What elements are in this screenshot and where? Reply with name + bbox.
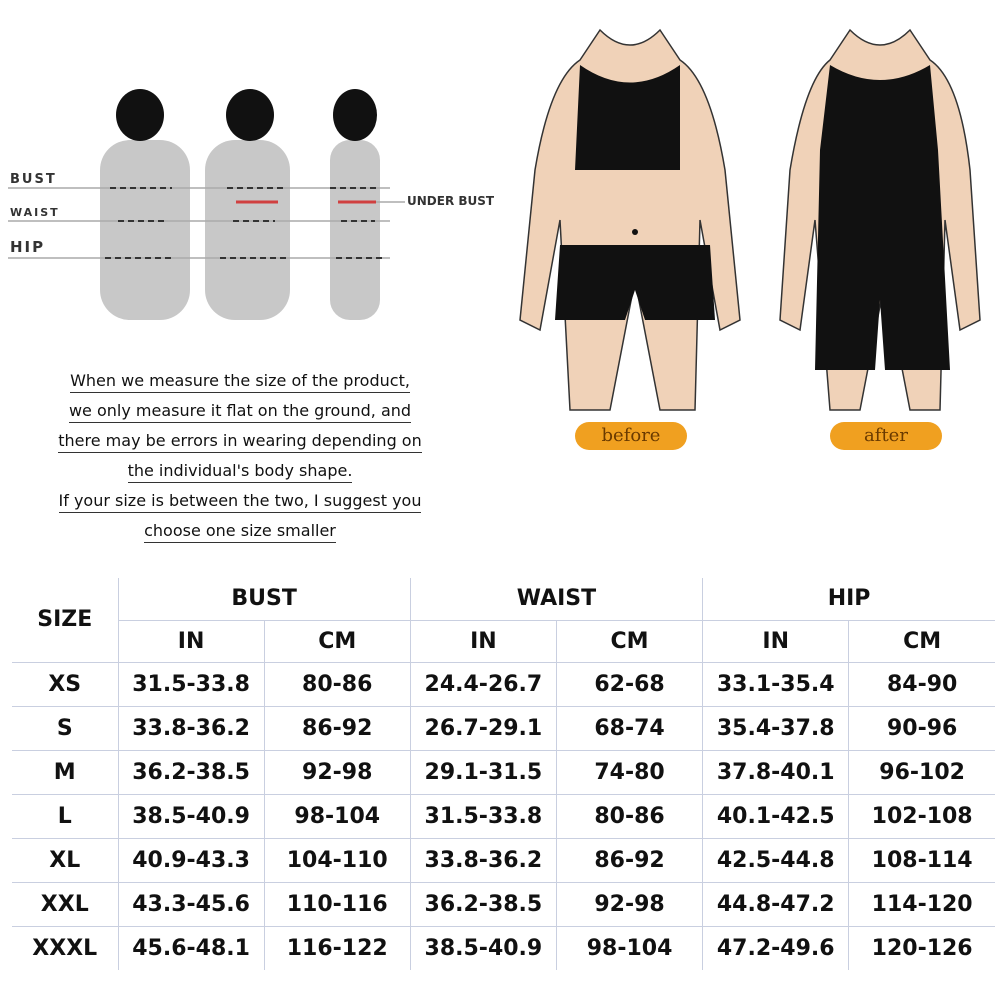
group-header: WAIST [409, 578, 704, 621]
value-cell: 96-102 [848, 749, 995, 795]
value-cell: 38.5-40.9 [409, 925, 557, 970]
value-cell: 104-110 [263, 837, 411, 883]
bust-label: BUST [10, 172, 57, 187]
value-cell: 98-104 [263, 793, 411, 839]
value-cell: 114-120 [848, 881, 995, 927]
value-cell: 80-86 [555, 793, 704, 839]
table-row: XXXL 45.6-48.1 116-122 38.5-40.9 98-104 47.2-… [12, 925, 995, 970]
value-cell: 102-108 [848, 793, 995, 839]
value-cell: 47.2-49.6 [702, 925, 850, 970]
value-cell: 26.7-29.1 [409, 705, 557, 751]
value-cell: 31.5-33.8 [117, 661, 265, 707]
size-cell: L [12, 793, 119, 839]
table-row: XL 40.9-43.3 104-110 33.8-36.2 86-92 42.5-44.… [12, 837, 995, 883]
group-header: HIP [702, 578, 995, 621]
size-cell: XXL [12, 881, 119, 927]
value-cell: 92-98 [263, 749, 411, 795]
value-cell: 92-98 [555, 881, 704, 927]
value-cell: 35.4-37.8 [702, 705, 850, 751]
size-header: SIZE [12, 578, 119, 663]
value-cell: 86-92 [555, 837, 704, 883]
value-cell: 43.3-45.6 [117, 881, 265, 927]
note-line: there may be errors in wearing depending… [58, 430, 422, 453]
unit-header: IN [409, 619, 557, 663]
value-cell: 33.8-36.2 [409, 837, 557, 883]
unit-header: IN [702, 619, 850, 663]
group-header: BUST [117, 578, 411, 621]
value-cell: 108-114 [848, 837, 995, 883]
size-cell: XS [12, 661, 119, 707]
after-badge: after [830, 422, 942, 450]
value-cell: 84-90 [848, 661, 995, 707]
value-cell: 110-116 [263, 881, 411, 927]
value-cell: 33.1-35.4 [702, 661, 850, 707]
waist-label: WAIST [10, 206, 60, 219]
value-cell: 36.2-38.5 [117, 749, 265, 795]
size-cell: XXXL [12, 925, 119, 970]
before-badge: before [575, 422, 687, 450]
unit-header: CM [263, 619, 411, 663]
value-cell: 116-122 [263, 925, 411, 970]
note-line: the individual's body shape. [127, 460, 353, 483]
hip-label: HIP [10, 238, 46, 256]
size-cell: M [12, 749, 119, 795]
table-row: M 36.2-38.5 92-98 29.1-31.5 74-80 37.8-40.1 96… [12, 749, 995, 795]
size-cell: S [12, 705, 119, 751]
under-bust-label: UNDER BUST [407, 194, 495, 208]
table-row: XS 31.5-33.8 80-86 24.4-26.7 62-68 33.1-35.4 8… [12, 661, 995, 707]
value-cell: 33.8-36.2 [117, 705, 265, 751]
unit-header: CM [555, 619, 704, 663]
value-cell: 31.5-33.8 [409, 793, 557, 839]
note-line: choose one size smaller [144, 520, 336, 543]
measurement-note: When we measure the size of the product,… [0, 366, 480, 546]
value-cell: 38.5-40.9 [117, 793, 265, 839]
value-cell: 120-126 [848, 925, 995, 970]
note-line: we only measure it flat on the ground, a… [68, 400, 412, 423]
unit-header: CM [848, 619, 995, 663]
note-line: If your size is between the two, I sugge… [58, 490, 422, 513]
value-cell: 98-104 [555, 925, 704, 970]
value-cell: 36.2-38.5 [409, 881, 557, 927]
value-cell: 40.9-43.3 [117, 837, 265, 883]
size-chart-table: SIZE BUST WAIST HIP IN CM IN CM IN CM XS 31.5-… [12, 578, 995, 970]
table-row: XXL 43.3-45.6 110-116 36.2-38.5 92-98 44.8-47… [12, 881, 995, 927]
table-row: S 33.8-36.2 86-92 26.7-29.1 68-74 35.4-37.8 90… [12, 705, 995, 751]
table-row: L 38.5-40.9 98-104 31.5-33.8 80-86 40.1-42.5 1… [12, 793, 995, 839]
value-cell: 37.8-40.1 [702, 749, 850, 795]
value-cell: 68-74 [555, 705, 704, 751]
value-cell: 44.8-47.2 [702, 881, 850, 927]
unit-header: IN [117, 619, 265, 663]
note-line: When we measure the size of the product, [70, 370, 410, 393]
value-cell: 86-92 [263, 705, 411, 751]
value-cell: 45.6-48.1 [117, 925, 265, 970]
value-cell: 62-68 [555, 661, 704, 707]
size-cell: XL [12, 837, 119, 883]
value-cell: 74-80 [555, 749, 704, 795]
value-cell: 24.4-26.7 [409, 661, 557, 707]
before-after-figures [519, 28, 981, 411]
value-cell: 42.5-44.8 [702, 837, 850, 883]
value-cell: 40.1-42.5 [702, 793, 850, 839]
measurement-figures [8, 89, 405, 320]
value-cell: 80-86 [263, 661, 411, 707]
value-cell: 90-96 [848, 705, 995, 751]
value-cell: 29.1-31.5 [409, 749, 557, 795]
